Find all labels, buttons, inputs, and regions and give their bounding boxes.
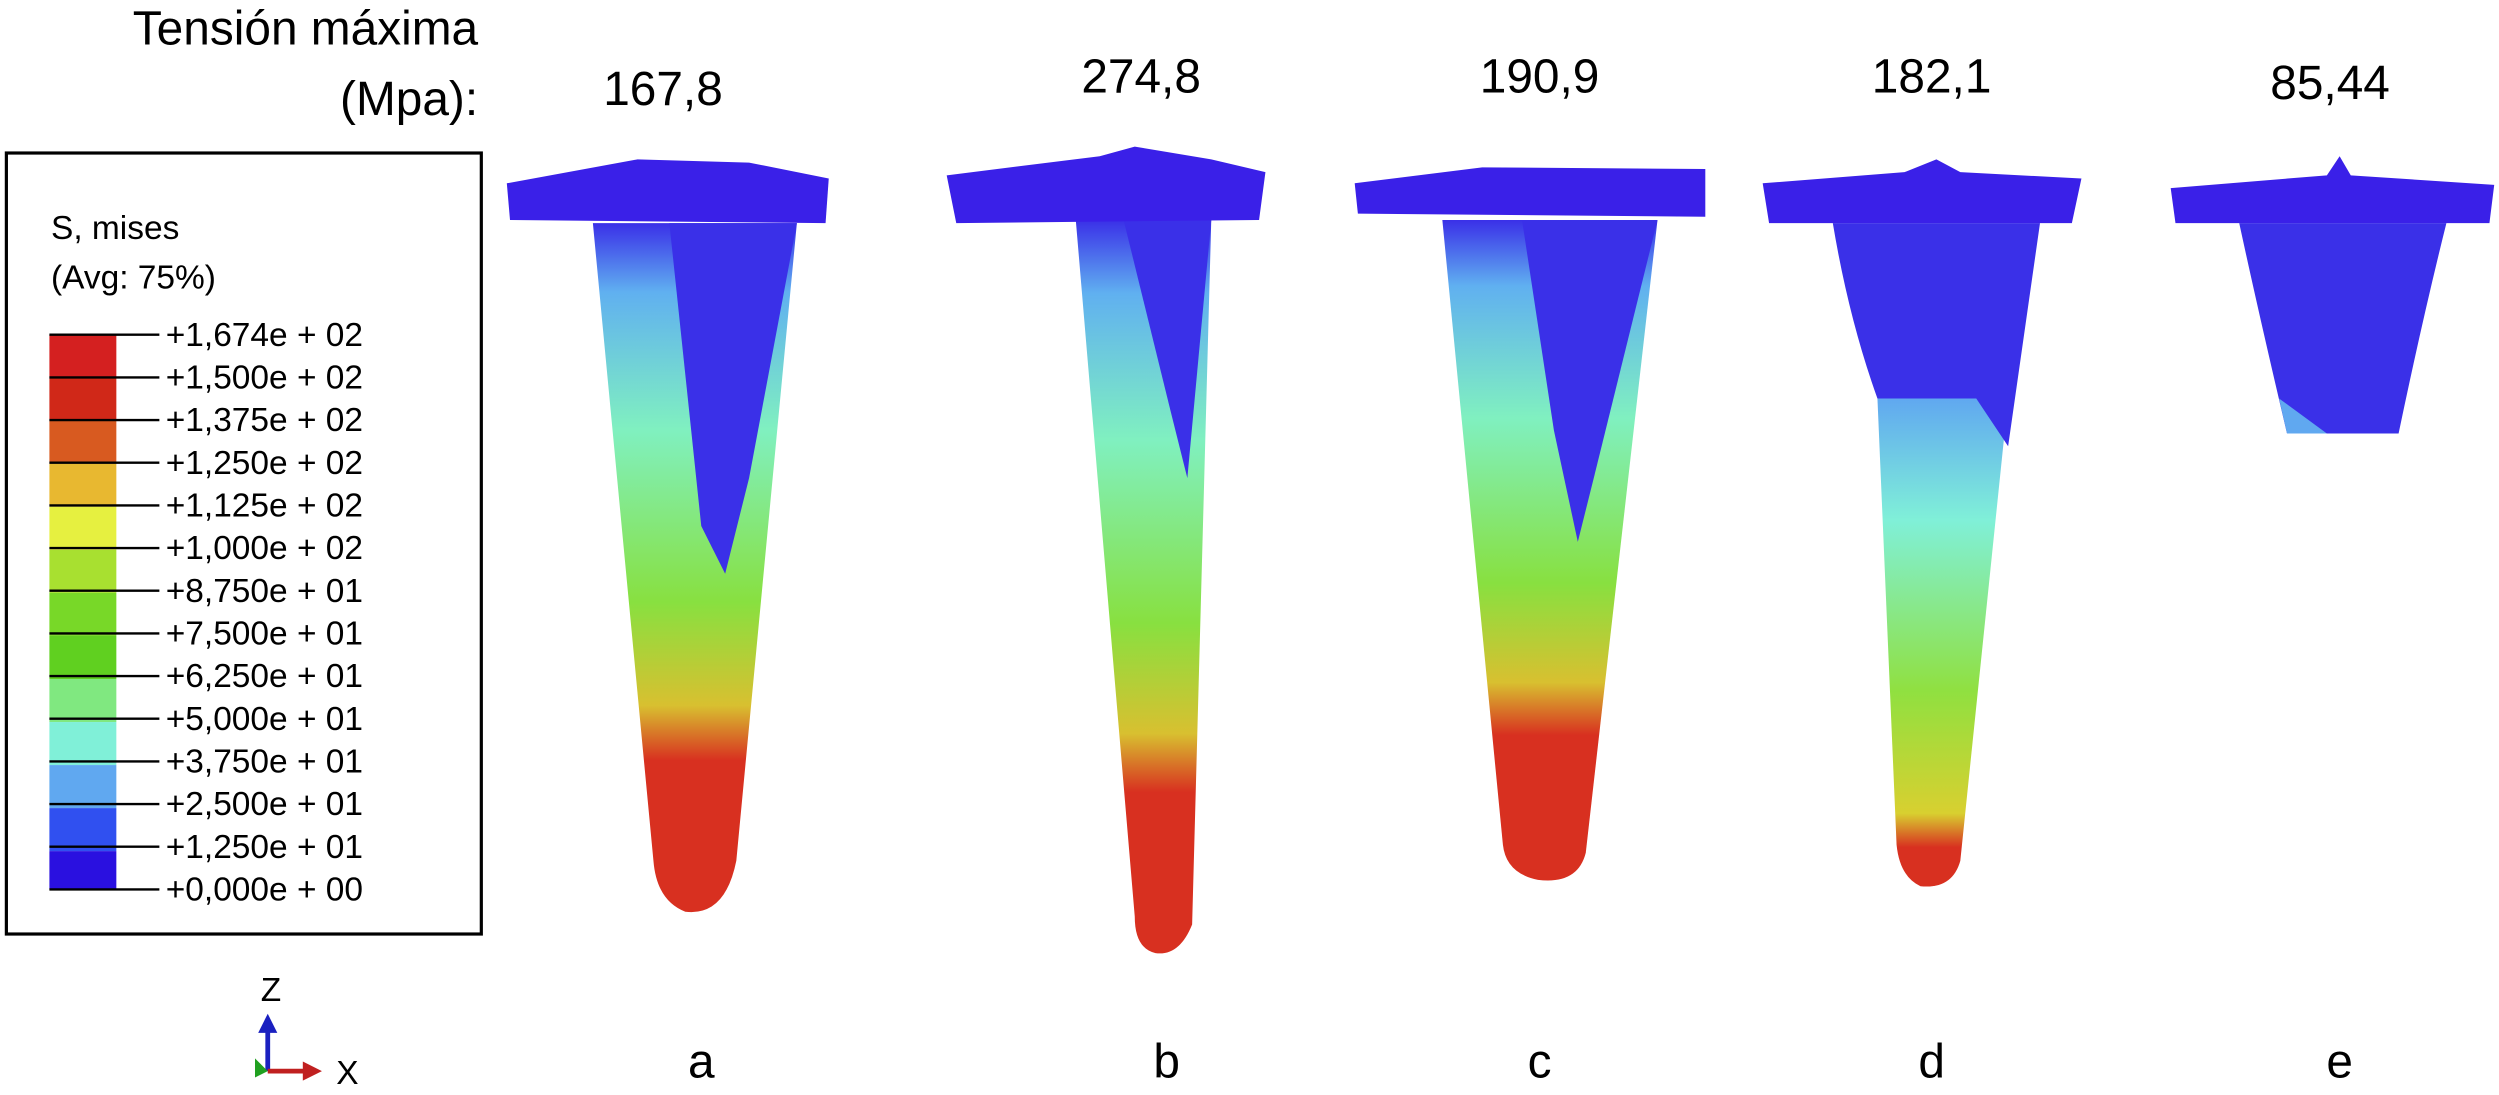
legend-label: +1,500e + 02	[166, 360, 363, 397]
model-e	[2170, 156, 2495, 434]
legend-label: +3,750e + 01	[166, 744, 363, 781]
legend-label: +6,250e + 01	[166, 658, 363, 695]
legend-subtitle: (Avg: 75%)	[51, 259, 216, 296]
axis-z-label: Z	[261, 972, 281, 1009]
legend-label: +1,000e + 02	[166, 530, 363, 567]
legend-labels: +1,674e + 02 +1,500e + 02 +1,375e + 02 +1,2…	[49, 317, 363, 909]
model-d	[1762, 159, 2082, 887]
model-a	[506, 159, 829, 913]
legend-label: +5,000e + 01	[166, 701, 363, 738]
legend-label: +7,500e + 01	[166, 616, 363, 653]
legend-label: +2,500e + 01	[166, 786, 363, 823]
legend-label: +1,674e + 02	[166, 317, 363, 354]
max-stress: 167,8	[603, 63, 723, 116]
model-c	[1354, 167, 1706, 881]
model-b	[946, 146, 1266, 954]
colorbar	[49, 334, 117, 890]
max-stress: 182,1	[1872, 50, 1992, 103]
model-label: a	[688, 1035, 715, 1088]
legend-label: +0,000e + 00	[166, 872, 363, 909]
legend-label: +1,250e + 02	[166, 445, 363, 482]
max-stress: 85,44	[2270, 57, 2390, 110]
legend-label: +1,375e + 02	[166, 402, 363, 439]
model-label: d	[1918, 1035, 1945, 1088]
model-label: c	[1528, 1035, 1552, 1088]
axis-triad	[255, 1013, 322, 1081]
model-label: b	[1153, 1035, 1180, 1088]
unit: (Mpa):	[340, 73, 478, 126]
legend-label: +8,750e + 01	[166, 573, 363, 610]
legend-title: S, mises	[51, 210, 179, 247]
title: Tensión máxima	[133, 3, 479, 56]
max-stress: 190,9	[1480, 50, 1600, 103]
axis-x-label: X	[336, 1055, 358, 1092]
max-stress: 274,8	[1081, 50, 1201, 103]
model-label: e	[2326, 1035, 2353, 1088]
legend-label: +1,250e + 01	[166, 829, 363, 866]
legend-label: +1,125e + 02	[166, 488, 363, 525]
